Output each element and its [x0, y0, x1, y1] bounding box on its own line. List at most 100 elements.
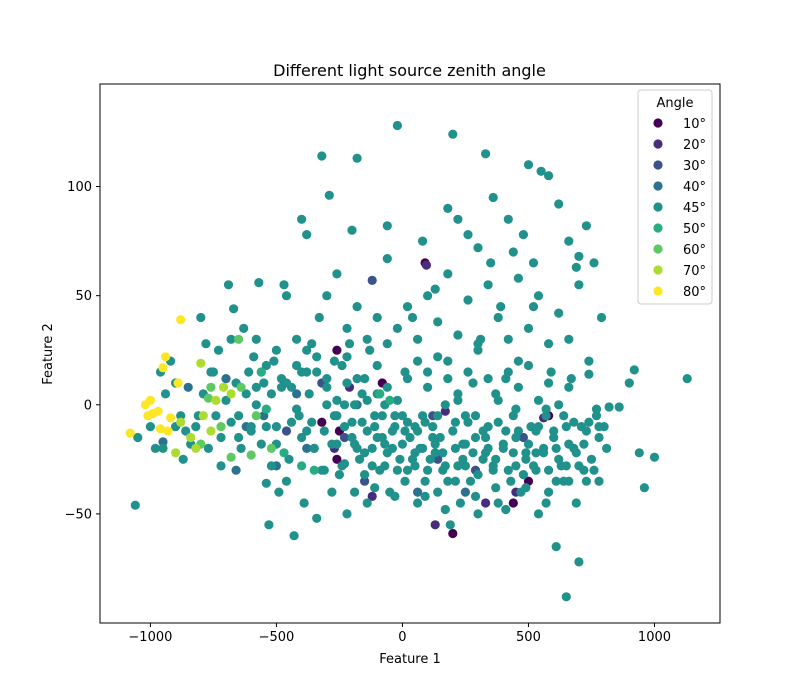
data-point [216, 432, 226, 443]
legend-marker [653, 223, 663, 233]
data-point [186, 432, 196, 443]
legend-marker [653, 160, 663, 170]
data-point [435, 432, 445, 443]
data-point [491, 454, 501, 464]
data-point [460, 461, 470, 471]
data-point [347, 225, 357, 235]
data-point [160, 389, 171, 399]
data-point [362, 426, 372, 436]
data-point [481, 448, 491, 458]
data-point [491, 483, 501, 493]
data-point [481, 498, 491, 508]
data-point [203, 393, 213, 403]
data-point [198, 411, 208, 421]
data-point [251, 400, 261, 410]
data-point [541, 498, 551, 508]
data-point [438, 448, 448, 458]
data-point [440, 400, 450, 410]
data-point [473, 339, 483, 349]
data-point [561, 592, 571, 602]
data-point [332, 269, 342, 279]
x-tick-label: 1000 [638, 630, 671, 645]
data-point [397, 411, 407, 421]
data-point [181, 426, 191, 436]
data-point [143, 411, 153, 421]
data-point [581, 476, 592, 486]
legend-marker [653, 202, 663, 212]
data-point [183, 382, 193, 392]
data-point [554, 199, 564, 209]
data-point [241, 389, 251, 399]
data-point [392, 323, 402, 333]
data-point [546, 367, 556, 377]
data-point [211, 395, 221, 405]
data-point [350, 487, 360, 497]
data-point [544, 465, 554, 475]
data-point [246, 450, 256, 460]
data-point [360, 374, 370, 384]
legend-title: Angle [657, 96, 694, 111]
data-point [266, 461, 276, 471]
data-point [236, 443, 246, 453]
data-point [440, 504, 450, 515]
data-point [367, 491, 377, 501]
data-point [402, 417, 413, 427]
data-point [561, 461, 571, 471]
data-point [486, 258, 496, 268]
data-point [503, 367, 513, 377]
data-point [211, 411, 221, 421]
data-point [533, 291, 544, 301]
legend-label: 80° [683, 285, 706, 300]
data-point [440, 461, 450, 471]
data-point [352, 374, 362, 384]
data-point [191, 422, 201, 432]
data-point [281, 291, 292, 301]
data-point [564, 334, 574, 344]
data-point [307, 339, 317, 349]
data-point [523, 323, 534, 333]
data-point [244, 367, 254, 377]
data-point [216, 461, 226, 471]
data-point [302, 230, 312, 240]
data-point [370, 483, 380, 493]
data-point [350, 439, 360, 449]
data-point [158, 363, 168, 373]
data-point [591, 411, 602, 421]
data-point [339, 422, 350, 432]
data-point [234, 411, 244, 421]
data-point [344, 339, 355, 349]
data-point [579, 439, 589, 449]
data-point [513, 382, 524, 392]
data-point [221, 374, 231, 384]
data-point [352, 302, 362, 312]
data-point [289, 531, 299, 541]
data-point [450, 476, 460, 486]
data-point [178, 454, 188, 464]
data-point [443, 269, 453, 279]
data-point [314, 312, 324, 323]
data-point [254, 278, 264, 288]
data-point [251, 382, 261, 392]
data-point [508, 247, 518, 257]
data-point [413, 487, 423, 497]
data-point [251, 411, 261, 421]
data-point [390, 491, 400, 501]
data-point [493, 498, 503, 508]
data-point [448, 129, 458, 139]
data-point [460, 439, 470, 449]
data-point [453, 395, 463, 405]
data-point [370, 411, 380, 421]
data-point [554, 400, 564, 410]
data-point [297, 461, 307, 471]
data-point [506, 476, 516, 486]
data-point [203, 443, 213, 453]
data-point [413, 498, 423, 508]
data-point [528, 302, 539, 312]
data-point [342, 509, 352, 519]
data-point [450, 443, 460, 453]
data-point [322, 400, 332, 410]
data-point [443, 203, 453, 213]
data-point [319, 426, 329, 436]
data-point [591, 404, 602, 414]
data-point [334, 470, 344, 480]
